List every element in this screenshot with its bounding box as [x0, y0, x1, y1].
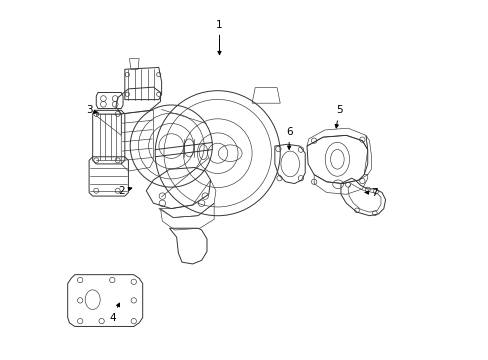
- Text: 1: 1: [216, 19, 223, 55]
- Text: 4: 4: [109, 303, 119, 323]
- Text: 3: 3: [85, 105, 98, 115]
- Text: 2: 2: [118, 186, 132, 196]
- Text: 7: 7: [365, 188, 377, 198]
- Text: 5: 5: [334, 105, 342, 128]
- Text: 6: 6: [285, 127, 292, 149]
